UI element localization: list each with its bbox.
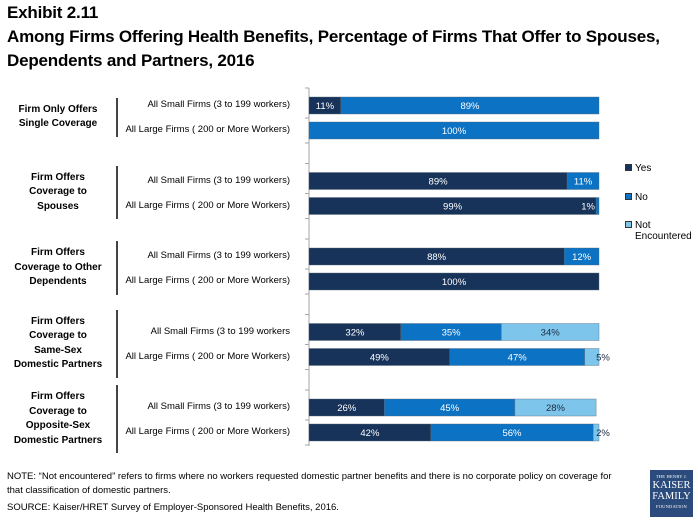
data-label-not-encountered: 5%	[596, 353, 610, 364]
group-label-line: Firm Offers	[31, 315, 85, 327]
legend-swatch-not-encountered	[625, 221, 632, 228]
logo-line-3: FAMILY	[652, 491, 691, 502]
group-label-line: Firm Offers	[31, 391, 85, 402]
legend-label-yes: Yes	[635, 163, 652, 174]
row-label: All Large Firms ( 200 or More Workers)	[125, 199, 290, 211]
bar-segment-no	[595, 197, 600, 215]
note-line-1: NOTE: “Not encountered” refers to firms …	[7, 471, 612, 482]
group-label-line: Firm Only Offers	[18, 103, 98, 115]
legend-label-not-encountered-1: Not	[635, 220, 651, 231]
kff-logo: THE HENRY J. KAISER FAMILY FOUNDATION	[650, 470, 693, 517]
data-label-not-encountered: 2%	[596, 428, 610, 439]
bar-segment-no	[564, 247, 600, 266]
bar-segment-not-encountered	[501, 323, 600, 341]
group-label-line: Single Coverage	[18, 118, 98, 129]
legend-item-not-encountered: Not Encountered	[625, 220, 692, 242]
data-label-not-encountered: 28%	[546, 403, 566, 414]
group-label-line: Coverage to	[29, 186, 87, 198]
group-label: Firm Offers Coverage to Opposite-Sex Domest…	[3, 390, 113, 448]
group-label: Firm Offers Coverage to Same-Sex Domestic P…	[3, 315, 113, 373]
data-label-no: 89%	[460, 101, 480, 112]
group-label-line: Domestic Partners	[13, 359, 103, 370]
row-label: All Large Firms ( 200 or More Workers)	[125, 124, 290, 135]
data-label-yes: 99%	[443, 202, 463, 213]
data-label-yes: 42%	[360, 428, 380, 439]
data-label-yes: 49%	[370, 353, 390, 364]
note-line-2: that classification of domestic partners…	[7, 485, 171, 496]
data-label-no: 45%	[440, 403, 460, 414]
row-label: All Small Firms (3 to 199 workers	[150, 325, 290, 337]
group-separator	[116, 97, 118, 137]
group-label-line: Same-Sex	[34, 344, 82, 356]
legend-swatch-yes	[625, 164, 632, 171]
footnote: NOTE: “Not encountered” refers to firms …	[7, 470, 637, 498]
row-label: All Large Firms ( 200 or More Workers)	[125, 426, 290, 437]
data-label-not-encountered: 34%	[541, 328, 561, 339]
data-label-no: 11%	[574, 177, 593, 188]
group-separator	[116, 165, 118, 220]
row-label: All Large Firms ( 200 or More Workers)	[125, 275, 290, 286]
data-label-yes: 32%	[345, 328, 365, 339]
data-label-no: 12%	[572, 252, 592, 263]
group-separator	[116, 385, 118, 453]
group-separator	[116, 241, 118, 295]
group-label-line: Coverage to	[29, 405, 87, 417]
legend-item-no: No	[625, 192, 648, 203]
source-note: SOURCE: Kaiser/HRET Survey of Employer-S…	[7, 502, 339, 513]
data-label-yes: 100%	[442, 277, 467, 288]
logo-line-2: KAISER	[652, 480, 691, 491]
group-label: Firm Only Offers Single Coverage	[3, 103, 113, 132]
bar-segment-no	[308, 121, 600, 140]
legend-swatch-no	[625, 193, 632, 200]
group-label-line: Dependents	[29, 276, 87, 288]
group-label-line: Firm Offers	[31, 171, 85, 183]
data-label-no: 100%	[442, 126, 467, 137]
bar-segment-no	[340, 96, 600, 115]
exhibit-number: Exhibit 2.11	[7, 3, 99, 22]
group-label: Firm Offers Coverage to Other Dependents	[3, 246, 113, 290]
row-label: All Small Firms (3 to 199 workers)	[147, 250, 290, 261]
data-label-no: 47%	[508, 353, 528, 364]
bar-segment-not-encountered	[584, 348, 600, 366]
group-label: Firm Offers Coverage to Spouses	[3, 171, 113, 215]
data-label-no: 56%	[502, 428, 522, 439]
data-label-no: 1%	[581, 202, 595, 213]
group-label-line: Firm Offers	[31, 247, 85, 259]
group-label-line: Opposite-Sex	[25, 420, 91, 431]
bar-segment-no	[566, 172, 600, 190]
bar-segment-not-encountered	[593, 423, 600, 442]
data-label-yes: 89%	[429, 177, 449, 188]
chart-title: Among Firms Offering Health Benefits, Pe…	[7, 27, 660, 70]
row-label: All Small Firms (3 to 199 workers)	[147, 174, 290, 186]
row-label: All Large Firms ( 200 or More Workers)	[125, 350, 290, 362]
legend-label-not-encountered-2: Encountered	[635, 231, 692, 242]
row-label: All Small Firms (3 to 199 workers)	[147, 99, 290, 110]
bar-segment-not-encountered	[514, 398, 597, 417]
data-label-yes: 11%	[316, 101, 335, 112]
data-label-no: 35%	[442, 328, 462, 339]
data-label-yes: 88%	[427, 252, 447, 263]
logo-line-4: FOUNDATION	[656, 504, 687, 509]
row-label: All Small Firms (3 to 199 workers)	[147, 401, 290, 412]
group-label-line: Spouses	[37, 200, 79, 212]
legend-item-yes: Yes	[625, 163, 651, 174]
logo-line-1: THE HENRY J.	[655, 474, 688, 479]
legend-label-no: No	[635, 192, 648, 203]
group-label-line: Coverage to	[29, 330, 87, 341]
bar-segment-yes	[308, 272, 600, 291]
group-label-line: Coverage to Other	[14, 261, 102, 273]
group-separator	[116, 309, 118, 378]
group-label-line: Domestic Partners	[13, 434, 103, 446]
data-label-yes: 26%	[337, 403, 357, 414]
